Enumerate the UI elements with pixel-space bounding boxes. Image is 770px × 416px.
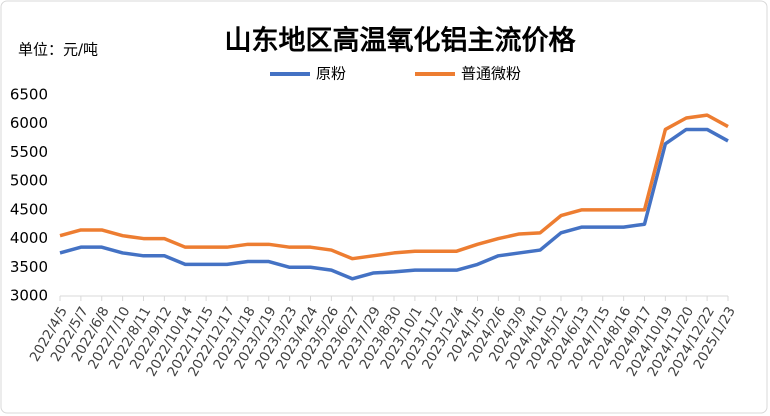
y-tick-label: 6500 [10, 86, 48, 104]
series-line [59, 113, 729, 261]
y-tick-label: 3500 [10, 258, 48, 276]
y-tick-label: 5500 [10, 143, 48, 161]
y-tick-label: 4000 [10, 229, 48, 247]
series-line [59, 127, 729, 281]
legend-label: 原粉 [316, 65, 346, 83]
y-tick-label: 3000 [10, 287, 48, 305]
legend-label: 普通微粉 [461, 65, 521, 83]
unit-label: 单位：元/吨 [18, 41, 98, 59]
chart-title: 山东地区高温氧化铝主流价格 [225, 25, 577, 57]
y-tick-label: 5000 [10, 172, 48, 190]
y-tick-label: 4500 [10, 200, 48, 218]
y-tick-label: 6000 [10, 114, 48, 132]
